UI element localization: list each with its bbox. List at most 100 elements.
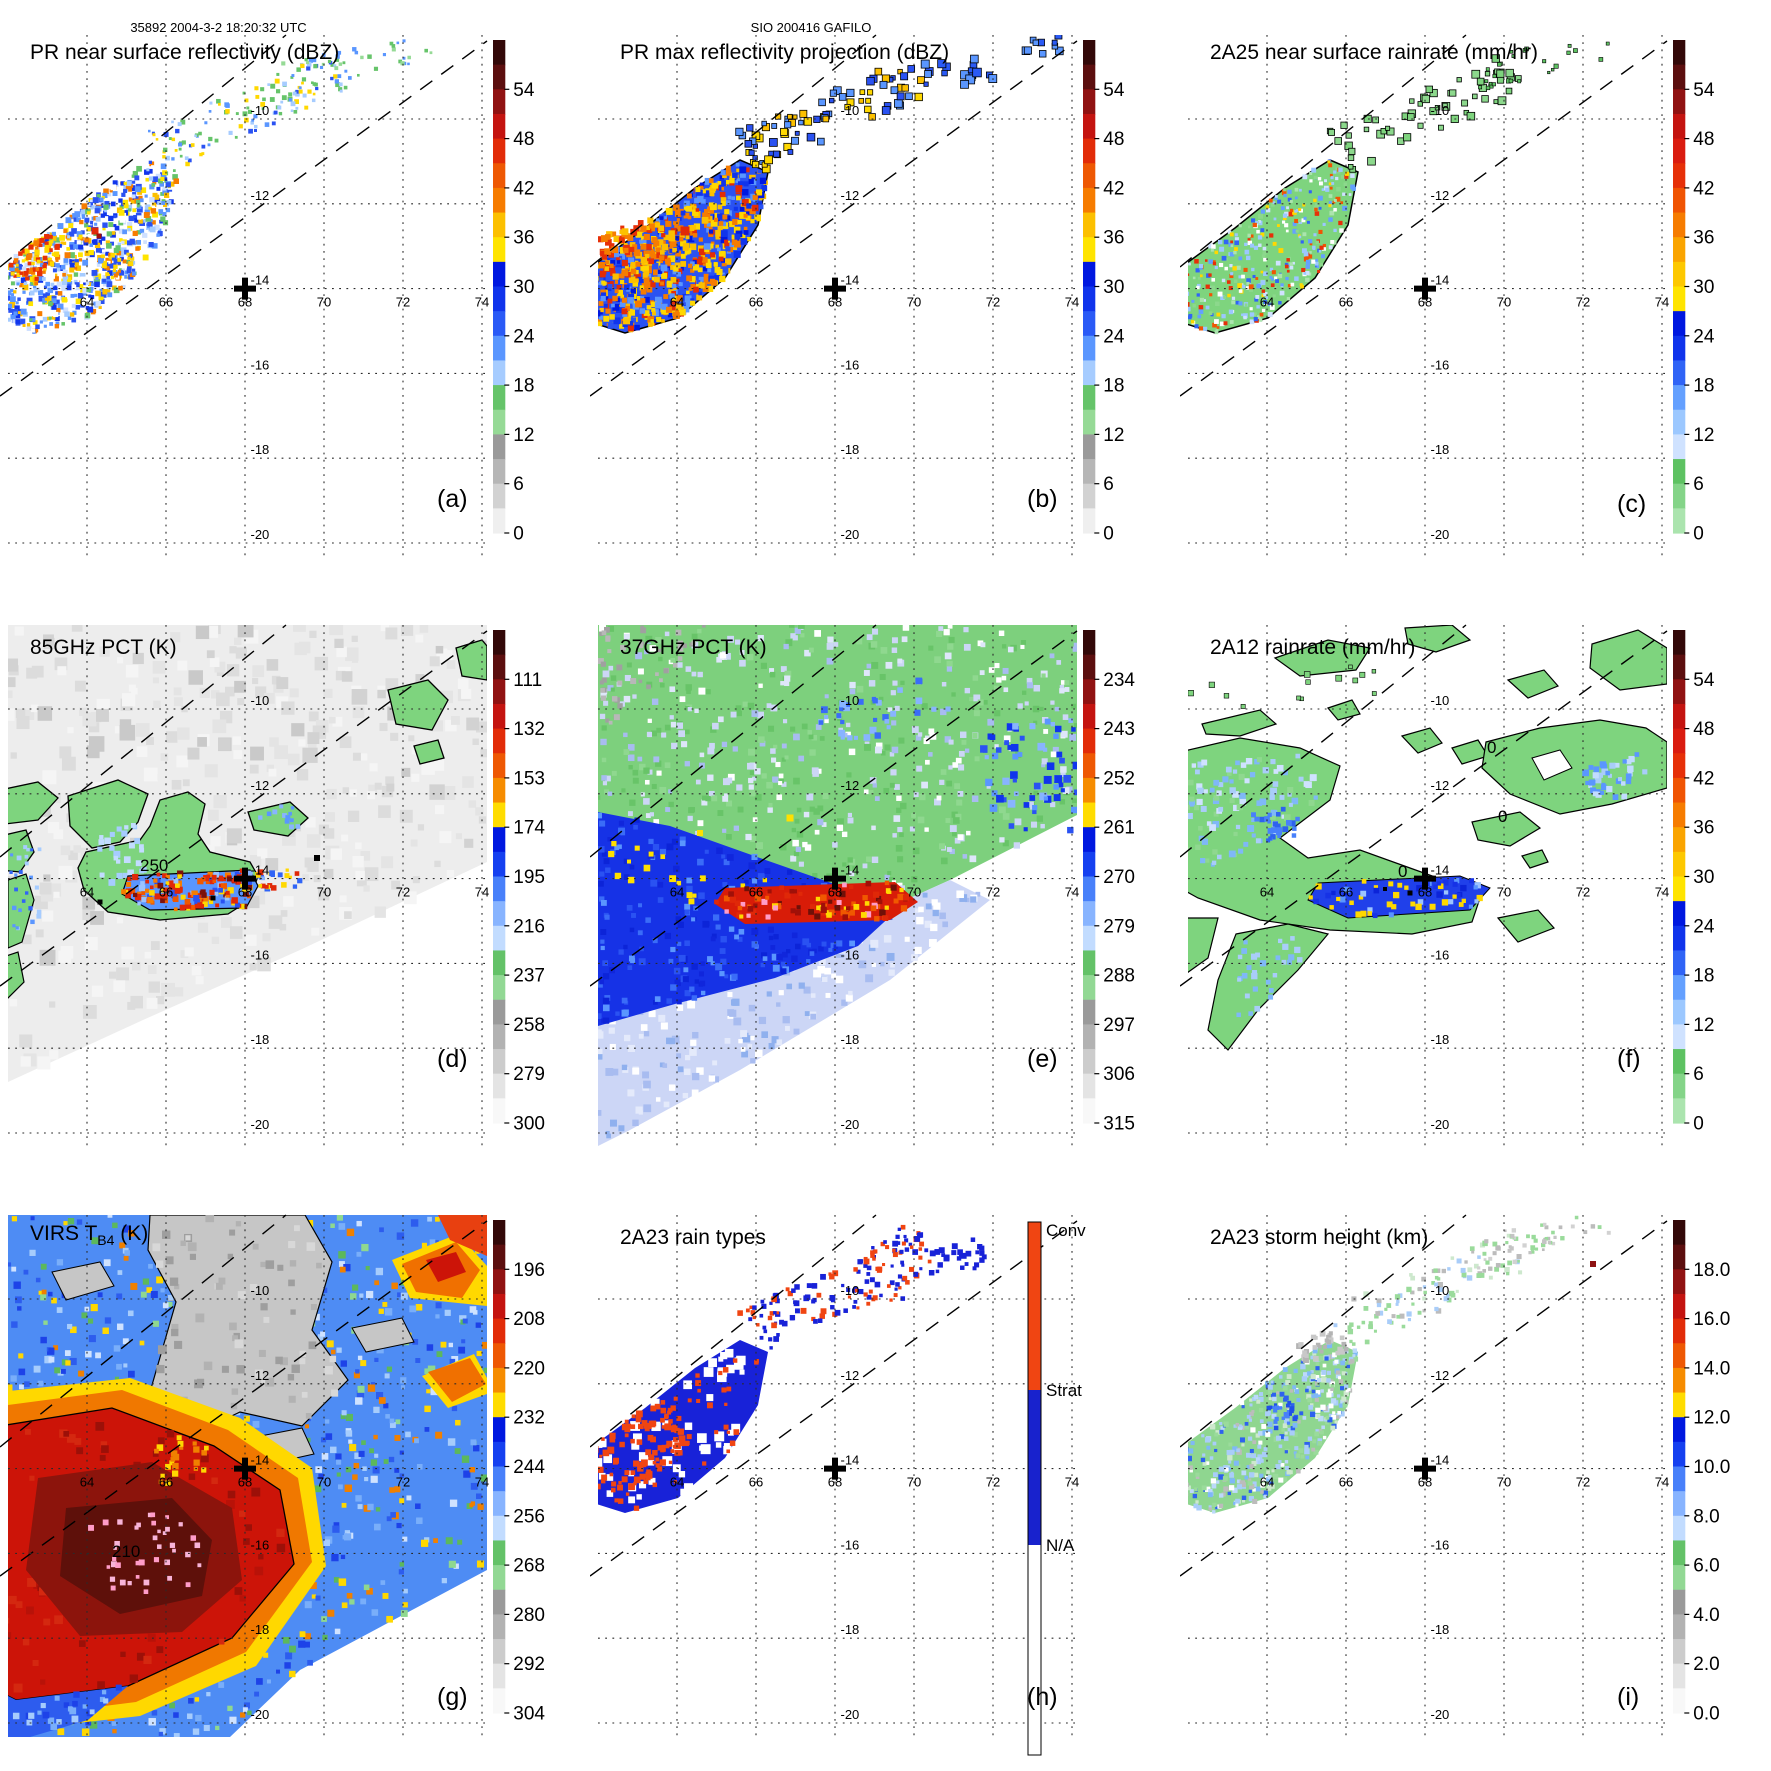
colorbar-cell [1083, 1073, 1096, 1099]
data-pixel [698, 276, 704, 282]
data-pixel [130, 200, 135, 204]
data-region [1188, 917, 1219, 974]
data-pixel [627, 965, 633, 971]
data-pixel [1054, 725, 1062, 733]
data-pixel [621, 788, 626, 793]
data-pixel [643, 250, 651, 258]
data-pixel [298, 641, 311, 654]
data-pixel [116, 276, 120, 280]
data-pixel [627, 744, 635, 751]
data-pixel [91, 239, 98, 245]
data-pixel [751, 941, 759, 948]
panel-title: 2A25 near surface rainrate (mm/hr) [1210, 41, 1538, 64]
data-pixel [121, 693, 136, 707]
data-pixel [213, 871, 219, 878]
data-pixel [892, 680, 898, 686]
data-pixel [683, 967, 689, 973]
swath-edge-lines [1180, 624, 1668, 987]
data-pixel [973, 694, 981, 702]
data-pixel [29, 276, 36, 283]
data-pixel [703, 273, 709, 279]
data-pixel [206, 650, 215, 659]
data-pixel [737, 936, 743, 942]
data-pixel [733, 825, 740, 831]
data-pixel [1254, 1005, 1261, 1012]
data-pixel [648, 322, 653, 327]
data-pixel [917, 678, 923, 684]
data-pixel [791, 955, 798, 962]
data-pixel [311, 81, 314, 85]
data-pixel [8, 303, 13, 309]
data-pixel [39, 257, 44, 262]
data-pixel [80, 230, 85, 235]
data-pixel [131, 260, 136, 265]
data-pixel [1249, 319, 1255, 325]
data-pixel [598, 275, 599, 281]
data-pixel [728, 185, 735, 192]
data-pixel [1466, 111, 1476, 121]
data-pixel [113, 224, 117, 228]
data-pixel [287, 753, 300, 766]
data-pixel [857, 698, 864, 705]
data-pixel [797, 625, 805, 629]
data-pixel [1303, 272, 1307, 275]
colorbar-cell [493, 212, 506, 238]
data-pixel [400, 625, 414, 636]
data-pixel [171, 137, 176, 142]
data-pixel [686, 193, 692, 199]
data-pixel [1277, 938, 1283, 944]
data-pixel [2, 290, 6, 294]
data-pixel [28, 906, 33, 911]
data-pixel [329, 716, 336, 724]
data-pixel [1280, 806, 1286, 812]
swath-edge-lines [590, 34, 1078, 397]
data-pixel [734, 240, 742, 248]
data-pixel [768, 725, 775, 732]
data-pixel [963, 627, 969, 633]
scan-id-header: 35892 2004-3-2 18:20:32 UTC [130, 20, 307, 35]
data-pixel [1020, 640, 1027, 646]
data-pixel [745, 833, 752, 841]
data-pixel [1305, 679, 1311, 685]
data-pixel [702, 266, 708, 272]
data-pixel [37, 706, 53, 721]
data-pixel [615, 1011, 620, 1016]
data-pixel [1497, 62, 1502, 67]
data-pixel [880, 750, 886, 756]
data-pixel [1235, 760, 1240, 766]
data-pixel [1030, 821, 1038, 828]
data-pixel [446, 870, 455, 878]
data-pixel [103, 188, 109, 195]
data-pixel [1210, 285, 1215, 291]
data-pixel [43, 324, 47, 328]
data-pixel [304, 58, 308, 62]
data-pixel [1330, 176, 1334, 180]
data-pixel [656, 252, 663, 258]
data-pixel [623, 944, 628, 950]
data-pixel [204, 764, 218, 778]
data-pixel [1484, 79, 1489, 84]
data-pixel [705, 258, 711, 264]
data-pixel [254, 124, 258, 129]
data-pixel [611, 1068, 619, 1076]
colorbar-tick-label: 42 [1693, 178, 1714, 199]
data-pixel [239, 903, 245, 910]
data-pixel [1338, 220, 1343, 226]
data-pixel [51, 298, 57, 304]
data-pixel [691, 224, 697, 230]
data-pixel [977, 640, 984, 647]
data-pixel [928, 728, 935, 735]
data-pixel [911, 876, 918, 883]
data-pixel [1195, 268, 1200, 273]
data-pixel [701, 799, 708, 806]
data-pixel [648, 838, 654, 845]
data-pixel [1064, 680, 1070, 686]
data-pixel [651, 783, 657, 790]
data-pixel [915, 908, 920, 913]
colorbar-cell [1083, 925, 1096, 952]
data-pixel [680, 261, 687, 267]
data-pixel [1253, 317, 1258, 322]
data-pixel [811, 767, 819, 775]
data-pixel [612, 295, 618, 302]
data-pixel [761, 1031, 769, 1038]
